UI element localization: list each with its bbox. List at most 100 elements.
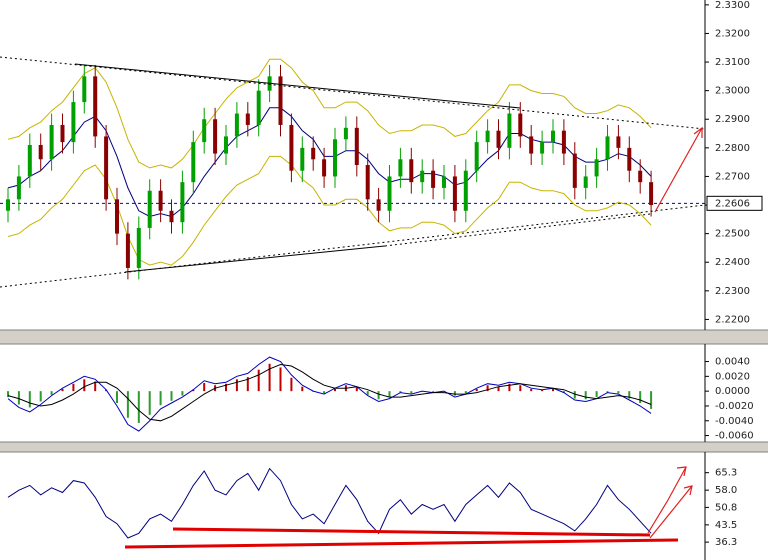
candle-body xyxy=(442,176,446,188)
histogram-bar xyxy=(268,363,271,392)
candle-body xyxy=(507,113,512,148)
y-tick-label: 2.3100 xyxy=(715,57,750,68)
trendline-lower xyxy=(124,245,386,273)
y-tick-label: 58.0 xyxy=(715,485,737,496)
y-tick-label: -0.0060 xyxy=(715,431,754,442)
histogram-bar xyxy=(225,383,227,392)
histogram-bar xyxy=(83,379,86,392)
candle-body xyxy=(354,127,359,165)
histogram-bar xyxy=(334,388,336,392)
candle-body xyxy=(638,170,643,183)
candle-body xyxy=(245,113,250,125)
y-tick-label: 2.2200 xyxy=(715,314,750,325)
chart-marks xyxy=(0,58,705,539)
histogram-bar xyxy=(50,391,53,395)
histogram-bar xyxy=(39,391,42,402)
candle-body xyxy=(496,130,501,148)
candle-body xyxy=(485,130,490,143)
histogram-bar xyxy=(486,385,489,392)
line-series xyxy=(7,58,652,169)
candle-body xyxy=(93,76,98,137)
candle-body xyxy=(627,147,632,171)
histogram-bar xyxy=(72,383,75,392)
candle-body xyxy=(572,153,577,188)
candle-body xyxy=(60,124,65,143)
line-series xyxy=(7,107,652,218)
histogram-bar xyxy=(279,367,282,392)
histogram-bar xyxy=(366,391,369,395)
candle-body xyxy=(616,136,621,148)
candle-body xyxy=(49,124,54,160)
histogram-bar xyxy=(192,389,195,392)
histogram-bar xyxy=(17,391,20,405)
y-tick-label: 2.3300 xyxy=(715,0,750,11)
y-tick-label: 2.2500 xyxy=(715,229,750,240)
histogram-bar xyxy=(584,391,587,400)
candle-body xyxy=(452,176,457,211)
candle-body xyxy=(594,159,599,177)
histogram-bar xyxy=(126,391,129,418)
candle-body xyxy=(540,142,545,154)
last-price-box xyxy=(706,195,763,211)
line-series xyxy=(7,363,652,422)
last-price-label: 2.2606 xyxy=(715,198,750,209)
candle-body xyxy=(398,159,403,177)
histogram-bar xyxy=(61,388,64,392)
candle-body xyxy=(561,130,566,154)
y-tick-label: 2.2900 xyxy=(715,114,750,125)
line-series xyxy=(7,356,652,432)
candle-body xyxy=(300,147,305,171)
candle-body xyxy=(16,176,21,200)
histogram-bar xyxy=(355,387,358,392)
candle-body xyxy=(322,159,327,177)
histogram-bar xyxy=(290,377,293,392)
histogram-bar xyxy=(148,391,151,415)
y-tick-label: 65.3 xyxy=(715,468,737,479)
histogram-bar xyxy=(475,388,478,392)
candle-body xyxy=(431,170,436,188)
y-tick-label: 0.0040 xyxy=(715,357,750,368)
candle-body xyxy=(463,170,468,211)
candle-body xyxy=(125,233,130,268)
trendline-lower-dotted xyxy=(0,204,706,288)
y-tick-label: 2.2400 xyxy=(715,257,750,268)
candle-body xyxy=(605,136,610,160)
candle-body xyxy=(333,139,337,177)
candle-body xyxy=(169,210,174,223)
rsi-support xyxy=(172,527,651,537)
arrow-head xyxy=(683,485,693,496)
candle-body xyxy=(387,176,392,211)
histogram-bar xyxy=(453,391,456,396)
candle-body xyxy=(6,199,10,211)
histogram-bar xyxy=(650,391,653,409)
candle-body xyxy=(82,76,87,103)
candle-body xyxy=(420,170,425,183)
candle-body xyxy=(289,124,294,171)
y-tick-label: 0.0000 xyxy=(715,386,750,397)
y-tick-label: 36.3 xyxy=(715,537,737,548)
histogram-bar xyxy=(388,391,391,398)
histogram-bar xyxy=(257,369,260,392)
arrow-head xyxy=(693,126,703,138)
candle-body xyxy=(180,182,185,223)
y-tick-label: -0.0020 xyxy=(715,401,754,412)
candle-body xyxy=(38,144,43,160)
histogram-bar xyxy=(399,391,402,393)
histogram-bar xyxy=(541,389,544,392)
candle-body xyxy=(278,76,283,125)
candle-body xyxy=(649,182,654,206)
candle-body xyxy=(202,119,207,143)
histogram-bar xyxy=(235,379,238,392)
candle-body xyxy=(343,127,348,140)
y-tick-label: 43.5 xyxy=(715,520,737,531)
histogram-bar xyxy=(617,391,620,394)
histogram-bar xyxy=(203,383,206,392)
histogram-bar xyxy=(530,388,533,392)
histogram-bar xyxy=(464,391,467,394)
candle-body xyxy=(529,136,534,154)
y-tick-label: 0.0020 xyxy=(715,371,750,382)
candle-body xyxy=(518,113,523,137)
